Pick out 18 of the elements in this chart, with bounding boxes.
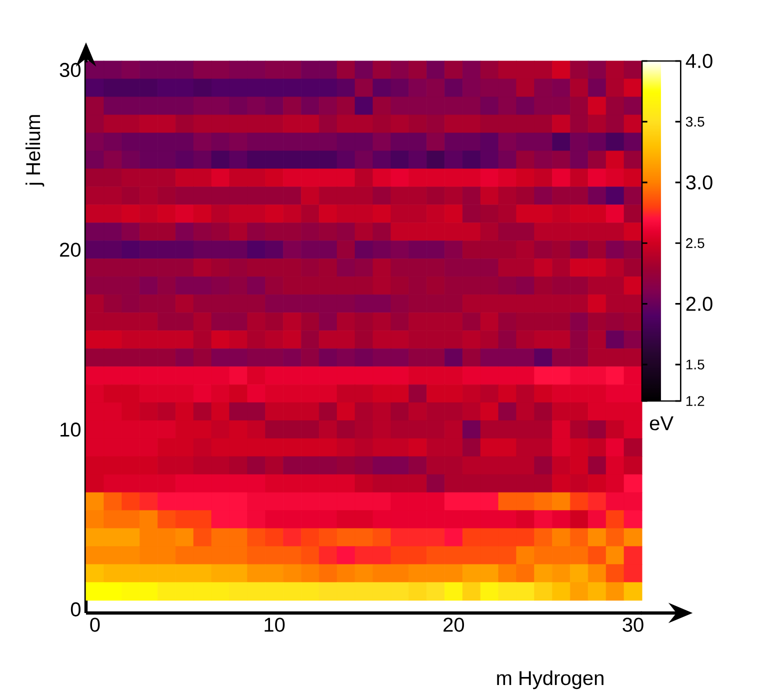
y-tick-label: 0	[70, 602, 80, 616]
y-tick-label: 30	[60, 62, 80, 78]
color-bar-title: eV	[650, 416, 674, 430]
color-bar-label: 1.2	[686, 396, 704, 406]
x-axis-title: m Hydrogen	[497, 670, 604, 690]
color-bar-label: 4.0	[686, 54, 712, 68]
x-tick-label: 0	[90, 618, 100, 632]
y-tick-label: 20	[60, 242, 80, 257]
y-axis-title: j Helium	[26, 115, 44, 186]
color-bar-label: 3.0	[686, 175, 712, 190]
color-bar-label: 3.5	[686, 116, 704, 127]
x-tick-label: 20	[444, 618, 464, 632]
color-bar-label: 2.0	[686, 296, 712, 311]
color-bar-label: 1.5	[686, 360, 704, 370]
y-tick-label: 10	[60, 422, 80, 437]
x-tick-label: 30	[622, 618, 644, 632]
color-bar-label: 2.5	[686, 238, 704, 248]
x-tick-label: 10	[264, 618, 285, 632]
